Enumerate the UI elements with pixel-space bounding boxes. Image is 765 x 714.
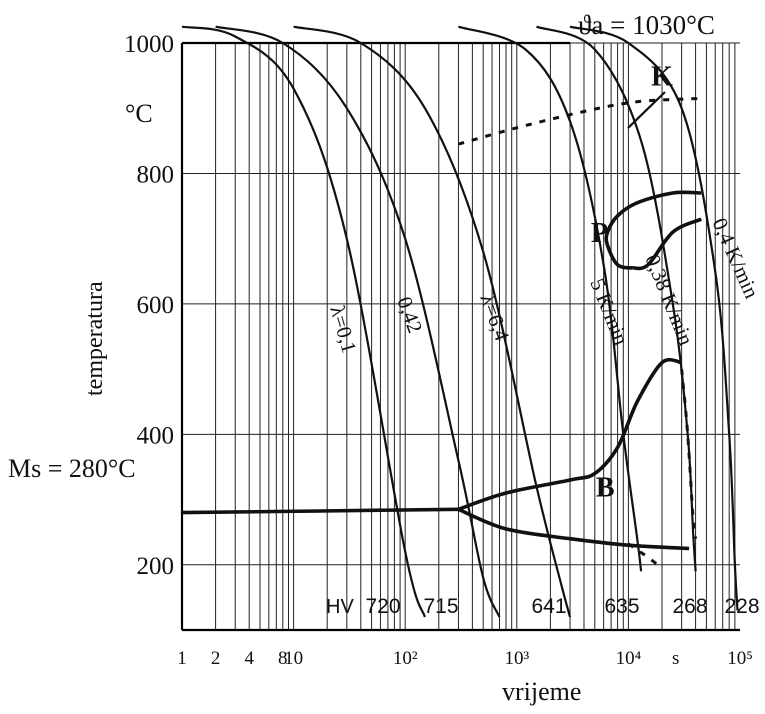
y-axis-label: temperatura xyxy=(82,281,108,396)
austenitizing-label: ϑa = 1030°C xyxy=(578,10,715,40)
x-tick-label: 8 xyxy=(278,648,288,669)
y-tick-label: 600 xyxy=(137,292,175,319)
carbide-precipitation-line xyxy=(458,96,702,146)
cooling-rate-label: 5 K/min xyxy=(585,275,633,349)
hardness-value: 228 xyxy=(724,595,759,618)
ms-line-line xyxy=(181,507,459,515)
x-axis-label: vrijeme xyxy=(502,677,581,706)
k-leader-line xyxy=(627,91,666,129)
curve-layer xyxy=(181,25,739,618)
y-tick-label: 400 xyxy=(137,422,175,449)
bainite-finish-dashed-line xyxy=(627,542,663,570)
hardness-value: 268 xyxy=(672,595,707,618)
x-tick-label: 10⁵ xyxy=(727,648,753,669)
bainite-finish-line xyxy=(457,507,690,551)
cooling-curve xyxy=(536,25,697,572)
hardness-value: 720 xyxy=(365,595,400,618)
cooling-rate-label: λ=0,1 xyxy=(325,303,361,356)
x-tick-label: 10 xyxy=(284,648,303,669)
cooling-rate-label: λ=6,4 xyxy=(475,291,514,345)
y-tick-label: 800 xyxy=(137,161,175,188)
region-label-b: B xyxy=(596,472,615,503)
x-tick-label: 10² xyxy=(393,648,418,669)
x-unit-label: s xyxy=(672,648,679,669)
cooling-curve xyxy=(293,25,572,618)
region-label-p: P xyxy=(591,218,608,249)
y-unit-label: °C xyxy=(125,99,153,128)
grid-layer xyxy=(180,41,740,632)
tick-layer: 1000 800 600 400 200 1 2 4 810 10² 10³ 10⁴ 10⁵ xyxy=(124,31,753,669)
cooling-curve xyxy=(215,25,501,618)
cooling-curve xyxy=(569,25,739,611)
x-tick-label: 10⁴ xyxy=(616,648,642,669)
y-tick-label: 200 xyxy=(137,553,175,580)
bainite-start-line xyxy=(457,357,682,512)
pearlite-start-line xyxy=(604,190,702,270)
x-tick-label: 2 xyxy=(211,648,221,669)
hardness-value: 641 xyxy=(531,595,566,618)
hardness-value: 635 xyxy=(604,595,639,618)
cooling-rate-label: 0,4 K/min xyxy=(707,214,764,302)
hardness-value: 715 xyxy=(423,595,458,618)
y-tick-label: 1000 xyxy=(124,31,174,58)
x-tick-label: 4 xyxy=(244,648,254,669)
region-label-k: K xyxy=(651,61,673,92)
x-tick-label: 10³ xyxy=(504,648,529,669)
pearlite-finish-line xyxy=(632,217,703,271)
ms-label: Ms = 280°C xyxy=(8,454,136,483)
cooling-curve xyxy=(458,25,643,572)
hardness-prefix: HV xyxy=(326,596,354,618)
cooling-rate-label: 0,38 K/min xyxy=(640,251,698,349)
label-layer: ϑa = 1030°C °C temperatura Ms = 280°C vr… xyxy=(8,10,764,706)
cooling-curve xyxy=(181,25,426,618)
x-tick-label: 1 xyxy=(177,648,187,669)
